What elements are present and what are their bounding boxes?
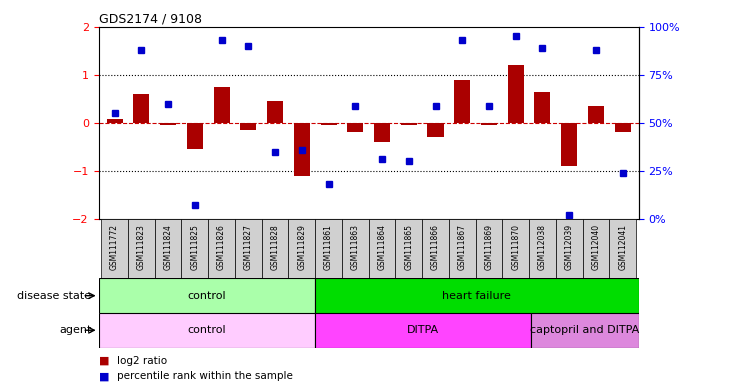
Text: GSM112040: GSM112040 — [591, 224, 601, 270]
Text: heart failure: heart failure — [442, 291, 511, 301]
Text: GSM111864: GSM111864 — [377, 224, 386, 270]
Bar — [315, 313, 531, 348]
Text: control: control — [188, 291, 226, 301]
Text: disease state: disease state — [17, 291, 91, 301]
Bar — [208, 219, 235, 280]
Text: GSM111826: GSM111826 — [217, 224, 226, 270]
Bar — [293, 123, 310, 176]
Bar — [507, 65, 523, 123]
Text: GSM111866: GSM111866 — [431, 224, 440, 270]
Bar — [481, 123, 497, 125]
Bar — [315, 278, 639, 313]
Bar — [214, 87, 230, 123]
Bar — [583, 219, 610, 280]
Bar — [267, 101, 283, 123]
Bar — [534, 92, 550, 123]
Bar — [556, 219, 583, 280]
Text: GSM111865: GSM111865 — [404, 224, 413, 270]
Text: control: control — [188, 325, 226, 335]
Bar — [320, 123, 337, 125]
Bar — [428, 123, 444, 137]
Text: ■: ■ — [99, 356, 112, 366]
Bar — [610, 219, 636, 280]
Text: GSM111861: GSM111861 — [324, 224, 333, 270]
Text: GSM111863: GSM111863 — [351, 224, 360, 270]
Text: agent: agent — [59, 325, 91, 335]
Text: GSM111823: GSM111823 — [137, 224, 146, 270]
Bar — [187, 123, 203, 149]
Text: GSM111824: GSM111824 — [164, 224, 172, 270]
Bar — [449, 219, 476, 280]
Text: DITPA: DITPA — [407, 325, 439, 335]
Bar — [588, 106, 604, 123]
Bar — [369, 219, 396, 280]
Bar — [235, 219, 261, 280]
Text: GSM111828: GSM111828 — [271, 224, 280, 270]
Text: percentile rank within the sample: percentile rank within the sample — [117, 371, 293, 381]
Bar — [99, 278, 315, 313]
Text: GSM111772: GSM111772 — [110, 224, 119, 270]
Text: GSM112041: GSM112041 — [618, 224, 627, 270]
Bar — [396, 219, 422, 280]
Bar — [422, 219, 449, 280]
Text: GSM112038: GSM112038 — [538, 224, 547, 270]
Text: GSM111870: GSM111870 — [511, 224, 520, 270]
Bar — [347, 123, 364, 132]
Bar — [99, 313, 315, 348]
Bar — [529, 219, 556, 280]
Text: GSM111867: GSM111867 — [458, 224, 466, 270]
Bar — [342, 219, 369, 280]
Bar — [160, 123, 176, 125]
Bar — [561, 123, 577, 166]
Text: GSM111827: GSM111827 — [244, 224, 253, 270]
Bar — [454, 80, 470, 123]
Bar — [401, 123, 417, 125]
Bar — [531, 313, 639, 348]
Bar — [134, 94, 150, 123]
Bar — [261, 219, 288, 280]
Bar — [240, 123, 256, 130]
Bar — [502, 219, 529, 280]
Bar — [182, 219, 208, 280]
Text: log2 ratio: log2 ratio — [117, 356, 167, 366]
Bar — [155, 219, 182, 280]
Text: captopril and DITPA: captopril and DITPA — [530, 325, 639, 335]
Bar — [288, 219, 315, 280]
Bar — [107, 119, 123, 123]
Bar — [476, 219, 502, 280]
Text: GSM111869: GSM111869 — [485, 224, 493, 270]
Text: ■: ■ — [99, 371, 112, 381]
Text: GDS2174 / 9108: GDS2174 / 9108 — [99, 13, 201, 26]
Bar — [128, 219, 155, 280]
Bar — [374, 123, 390, 142]
Bar — [615, 123, 631, 132]
Text: GSM112039: GSM112039 — [565, 224, 574, 270]
Bar — [315, 219, 342, 280]
Text: GSM111829: GSM111829 — [297, 224, 307, 270]
Text: GSM111825: GSM111825 — [191, 224, 199, 270]
Bar — [101, 219, 128, 280]
